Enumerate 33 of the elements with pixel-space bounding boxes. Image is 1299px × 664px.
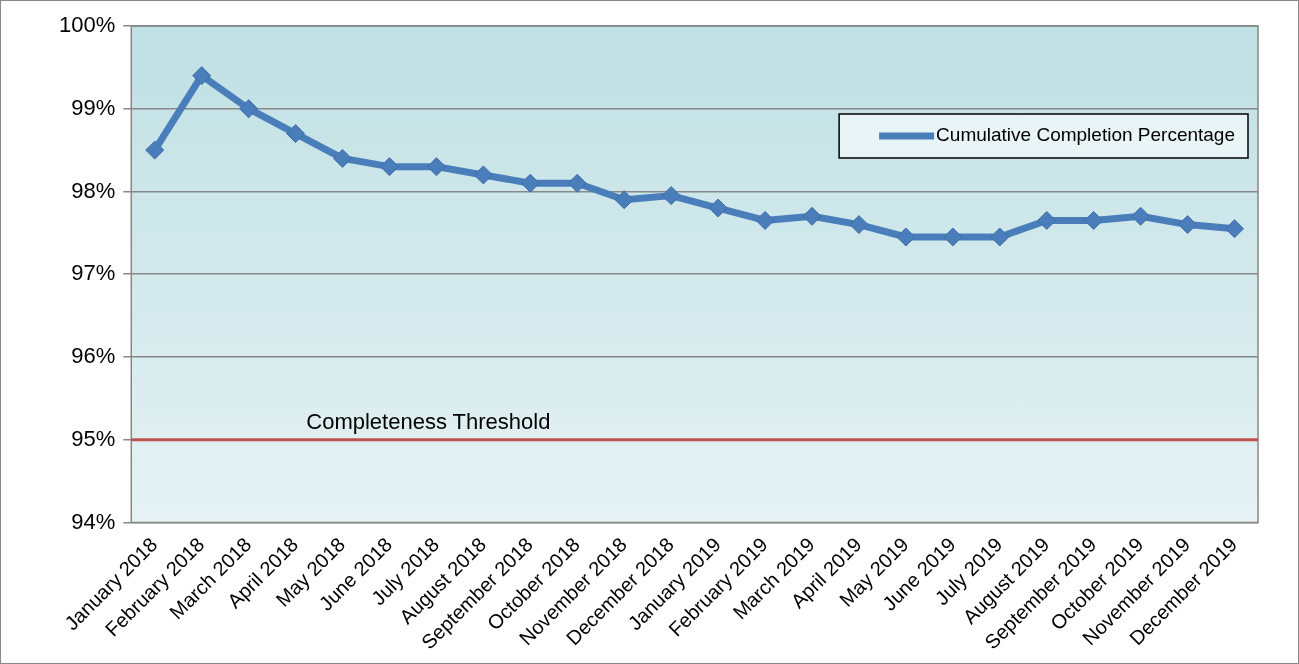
point (1178, 215, 1198, 235)
point (473, 165, 493, 185)
point (286, 124, 306, 144)
legend-label: Cumulative Completion Percentage (936, 124, 1236, 146)
point (1225, 219, 1245, 239)
point (567, 173, 587, 193)
point (520, 173, 540, 193)
ref-line-label: Completeness Threshold (306, 408, 551, 434)
point (614, 190, 634, 210)
point (426, 157, 446, 177)
point (849, 215, 869, 235)
y-tick-label: 98% (71, 177, 116, 203)
y-tick-label: 94% (71, 508, 116, 534)
point (661, 186, 681, 206)
point (145, 140, 165, 160)
point (333, 148, 353, 168)
point (990, 227, 1010, 247)
y-tick-label: 100% (58, 12, 116, 38)
y-tick-label: 99% (71, 94, 116, 120)
point (379, 157, 399, 177)
point (708, 198, 728, 218)
point (1131, 206, 1151, 226)
point (1084, 210, 1104, 230)
point (755, 210, 775, 230)
point (802, 206, 822, 226)
point (192, 66, 212, 86)
point (896, 227, 916, 247)
y-tick-label: 97% (71, 260, 116, 286)
y-tick-label: 95% (71, 425, 116, 451)
y-tick-label: 96% (71, 343, 116, 369)
point (1037, 210, 1057, 230)
point (943, 227, 963, 247)
point (239, 99, 259, 119)
